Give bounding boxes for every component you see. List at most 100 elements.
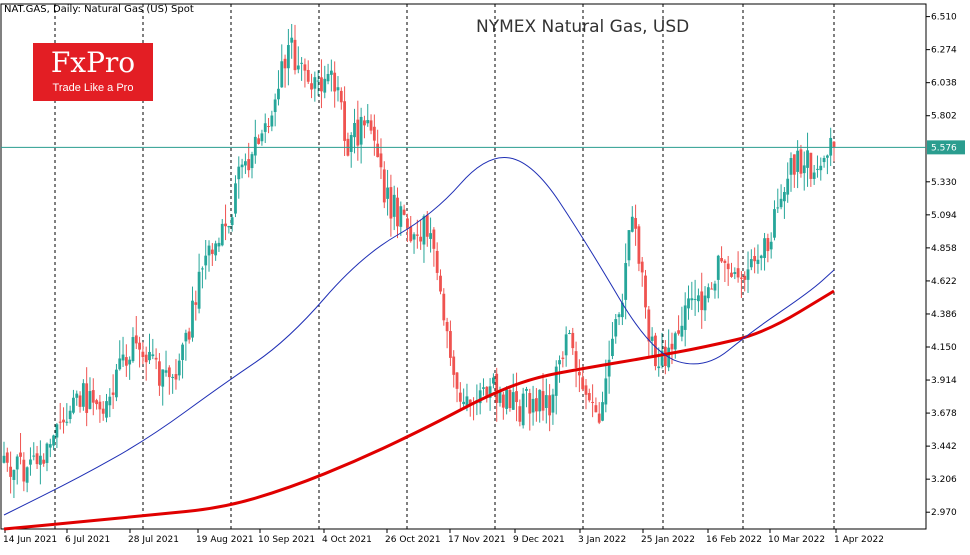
candle-body [353,122,356,138]
y-tick-label: 6.274 [931,46,957,56]
candle-body [571,332,575,349]
x-tick-label: 16 Feb 2022 [706,535,762,545]
candle-body [541,391,545,411]
candle-body [412,234,416,240]
candle-body [277,88,280,100]
fxpro-logo: FxPro Trade Like a Pro [33,43,153,101]
candle-body [829,137,833,156]
candle-body [478,390,482,404]
candle-body [654,335,657,367]
candle-body [518,406,522,422]
candle-body [316,80,320,82]
candle-body [683,305,687,330]
candle-body [551,394,555,413]
candle-body [95,400,98,405]
candle-body [81,383,85,407]
logo-brand: FxPro [50,46,136,79]
candle-body [158,361,161,386]
candle-body [716,255,720,280]
candle-body [72,397,75,413]
y-tick-label: 4.386 [931,310,957,320]
x-tick-label: 9 Dec 2021 [513,535,565,545]
candle-body [614,319,618,337]
candle-body [286,45,290,69]
candle-body [429,233,432,239]
candle-body [363,120,366,126]
candle-body [544,395,548,408]
x-tick-label: 19 Aug 2021 [196,535,254,545]
candle-body [290,37,294,43]
candle-body [343,101,346,141]
candle-body [786,178,790,195]
candle-body [201,268,204,270]
candle-body [128,359,132,365]
candle-body [468,399,472,405]
candle-body [806,150,809,168]
candle-body [458,392,462,402]
x-tick-label: 28 Jul 2021 [128,535,179,545]
candle-body [419,236,423,242]
candle-body [121,354,125,361]
candle-body [749,259,753,268]
candle-body [568,333,571,335]
candle-body [45,443,49,463]
candle-body [243,161,247,166]
candle-body [75,393,79,398]
candle-body [554,366,558,396]
candle-body [210,249,214,254]
candle-body [174,374,178,380]
candle-body [227,226,231,228]
candle-body [515,391,518,403]
candle-body [690,298,694,301]
candle-body [706,287,710,299]
candle-body [620,302,624,318]
candle-body [756,259,760,264]
candle-body [789,158,793,175]
candle-body [531,398,535,413]
candle-body [323,78,327,93]
candle-body [326,73,330,82]
x-tick-label: 17 Nov 2021 [448,535,506,545]
candle-body [138,342,141,350]
candle-body [171,376,175,378]
candle-body [680,325,684,337]
candle-body [42,459,46,464]
candle-body [501,394,505,408]
candle-body [779,198,783,208]
candle-body [511,392,515,410]
y-tick-label: 4.858 [931,244,957,254]
candle-body [782,191,786,202]
candle-body [336,87,340,91]
candle-body [630,216,634,232]
candle-body [184,332,188,342]
candle-body [432,229,436,249]
candle-body [773,209,776,238]
candle-body [187,331,191,340]
candle-body [693,298,697,300]
candle-body [131,337,135,362]
candle-body [505,389,509,409]
candle-body [78,395,82,407]
ma-short-line [3,156,835,516]
candle-body [329,70,333,75]
candle-body [2,455,6,463]
candle-body [492,377,495,384]
candle-body [525,388,528,391]
candle-body [587,393,591,401]
candle-body [591,401,595,403]
x-tick-label: 25 Jan 2022 [641,535,695,545]
candle-body [214,243,218,256]
y-tick-label: 6.038 [931,79,957,89]
candle-body [91,390,95,403]
y-tick-label: 5.802 [931,112,957,122]
candle-body [759,255,763,259]
candle-body [105,401,108,418]
candle-body [624,263,628,300]
candle-body [237,166,241,180]
candle-body [799,149,803,174]
candle-body [723,260,727,263]
candle-body [498,391,502,403]
candle-body [415,234,419,236]
